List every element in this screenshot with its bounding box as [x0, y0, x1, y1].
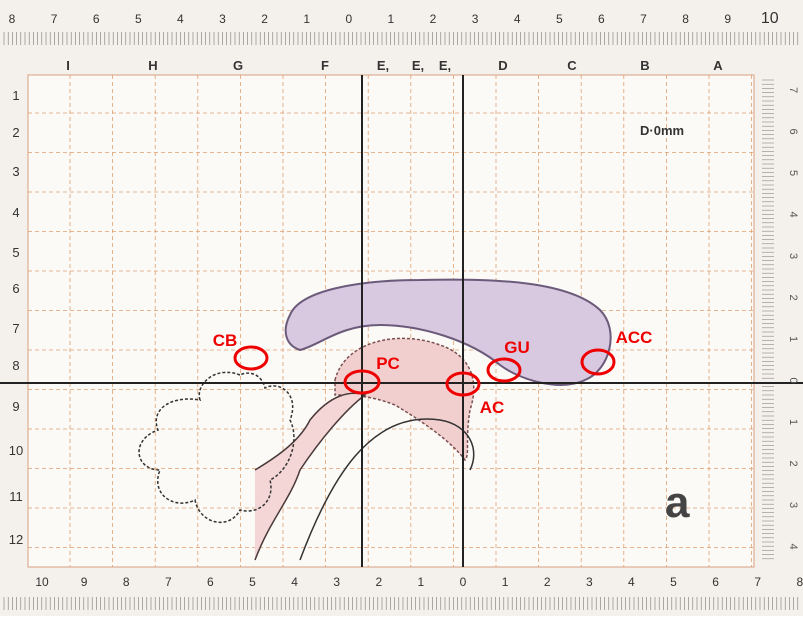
- bottom-ruler-label: 6: [712, 575, 719, 589]
- bottom-ruler-label: 5: [249, 575, 256, 589]
- right-ruler-label: 3: [787, 253, 799, 259]
- top-ruler-label: 8: [9, 12, 16, 26]
- row-label: 12: [9, 532, 23, 547]
- column-label: H: [148, 58, 157, 73]
- annotation: ACC: [616, 328, 653, 347]
- column-label: E,: [412, 58, 424, 73]
- top-ruler-label: 6: [598, 12, 605, 26]
- right-ruler-label: 2: [787, 460, 799, 466]
- row-label: 11: [9, 489, 23, 504]
- right-ruler-label: 6: [787, 128, 799, 134]
- row-label: 10: [9, 443, 23, 458]
- bottom-ruler-label: 1: [502, 575, 509, 589]
- top-ruler-label: 9: [724, 12, 731, 26]
- top-ruler-label: 7: [51, 12, 58, 26]
- plate-label: D·0mm: [640, 123, 684, 138]
- row-label: 9: [12, 399, 19, 414]
- bottom-ruler-label: 9: [81, 575, 88, 589]
- row-label: 4: [12, 205, 19, 220]
- annotation: PC: [376, 354, 400, 373]
- top-ruler-label: 6: [93, 12, 100, 26]
- bottom-ruler-label: 7: [754, 575, 761, 589]
- column-label: F: [321, 58, 329, 73]
- bottom-ruler-label: 2: [375, 575, 382, 589]
- right-ruler-label: 1: [787, 336, 799, 342]
- row-label: 2: [12, 125, 19, 140]
- column-label: E,: [439, 58, 451, 73]
- row-label: 8: [12, 358, 19, 373]
- bottom-ruler-label: 5: [670, 575, 677, 589]
- top-ruler-label: 5: [556, 12, 563, 26]
- right-ruler-label: 3: [787, 502, 799, 508]
- bottom-ruler-label: 3: [586, 575, 593, 589]
- top-ruler-label: 4: [514, 12, 521, 26]
- bottom-ruler-label: 4: [628, 575, 635, 589]
- column-label: G: [233, 58, 243, 73]
- right-ruler-label: 4: [787, 543, 799, 549]
- bottom-ruler-label: 1: [418, 575, 425, 589]
- bottom-ruler-label: 6: [207, 575, 214, 589]
- right-ruler-label: 7: [787, 87, 799, 93]
- top-ruler-label: 1: [388, 12, 395, 26]
- bottom-ruler-label: 4: [291, 575, 298, 589]
- column-label: B: [640, 58, 649, 73]
- row-label: 3: [12, 164, 19, 179]
- top-ruler-label: 10: [761, 10, 779, 27]
- top-ruler-label: 5: [135, 12, 142, 26]
- bottom-ruler-label: 2: [544, 575, 551, 589]
- top-ruler-label: 7: [640, 12, 647, 26]
- top-ruler-label: 1: [303, 12, 310, 26]
- bottom-ruler-label: 8: [796, 575, 803, 589]
- right-ruler-label: 5: [787, 170, 799, 176]
- right-ruler-label: 0: [787, 377, 799, 383]
- column-label: I: [66, 58, 70, 73]
- right-ruler-label: 2: [787, 294, 799, 300]
- top-ruler-label: 3: [472, 12, 479, 26]
- top-ruler-label: 2: [261, 12, 268, 26]
- annotation: AC: [480, 398, 505, 417]
- top-ruler-label: 2: [430, 12, 437, 26]
- row-label: 6: [12, 281, 19, 296]
- atlas-figure: D·0mm a 87654321012345678910IHGFE,E,E,DC…: [0, 0, 803, 616]
- annotation: GU: [504, 338, 530, 357]
- bottom-ruler-label: 0: [460, 575, 467, 589]
- bottom-ruler-label: 7: [165, 575, 172, 589]
- column-label: A: [713, 58, 723, 73]
- bottom-ruler-label: 10: [35, 575, 49, 589]
- row-label: 7: [12, 321, 19, 336]
- top-ruler-label: 0: [345, 12, 352, 26]
- right-ruler-label: 1: [787, 419, 799, 425]
- row-label: 5: [12, 245, 19, 260]
- annotation: CB: [213, 331, 238, 350]
- top-ruler-label: 3: [219, 12, 226, 26]
- top-ruler-label: 8: [682, 12, 689, 26]
- top-ruler-label: 4: [177, 12, 184, 26]
- bottom-ruler-label: 3: [333, 575, 340, 589]
- column-label: C: [567, 58, 577, 73]
- column-label: E,: [377, 58, 389, 73]
- bottom-ruler-label: 8: [123, 575, 130, 589]
- right-ruler-label: 4: [787, 211, 799, 217]
- row-label: 1: [12, 88, 19, 103]
- column-label: D: [498, 58, 507, 73]
- panel-label: a: [665, 478, 690, 527]
